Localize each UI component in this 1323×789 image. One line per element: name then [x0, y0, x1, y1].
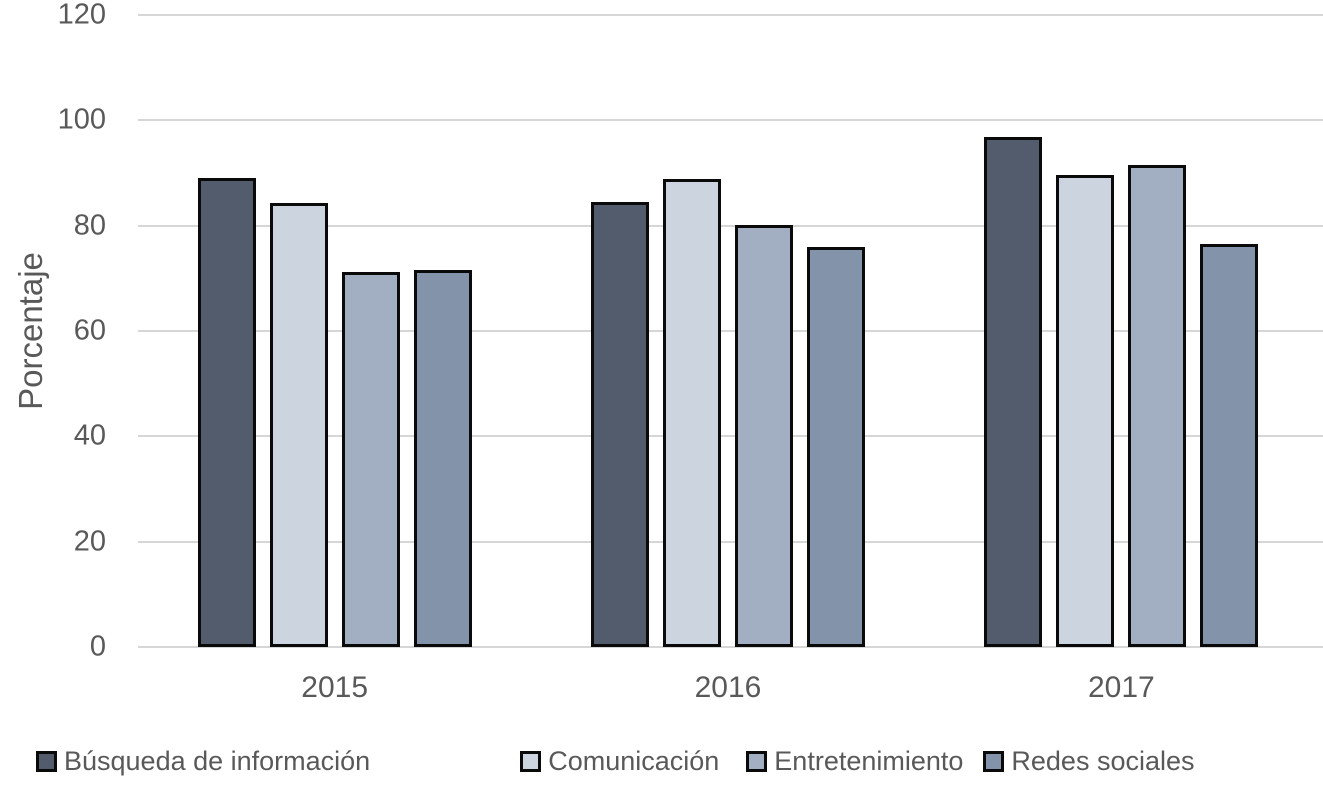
bar — [735, 225, 793, 647]
bar — [1128, 165, 1187, 647]
y-tick-label: 60 — [73, 314, 106, 347]
bar — [413, 269, 472, 647]
y-tick-label: 100 — [57, 103, 106, 136]
gridline — [138, 646, 1323, 648]
gridline — [138, 330, 1323, 332]
gridline — [138, 540, 1323, 543]
legend-marker-icon — [983, 751, 1005, 772]
bar — [197, 178, 256, 647]
bar — [591, 201, 649, 647]
bar — [269, 203, 328, 647]
x-tick-label: 2015 — [301, 671, 369, 704]
legend-label: Comunicación — [548, 746, 720, 776]
legend-item: Búsqueda de información — [36, 746, 370, 777]
legend: Búsqueda de información Comunicación Entre… — [36, 746, 1195, 777]
bar — [807, 246, 865, 647]
legend-marker-icon — [520, 751, 542, 772]
bar — [341, 272, 400, 647]
y-tick-label: 40 — [73, 419, 106, 452]
bar — [1056, 175, 1115, 647]
y-tick-label: 80 — [73, 209, 106, 242]
legend-label: Búsqueda de información — [64, 746, 371, 776]
bar — [984, 137, 1043, 647]
legend-item: Comunicación — [520, 746, 719, 777]
legend-label: Redes sociales — [1011, 746, 1195, 776]
bar — [663, 178, 721, 647]
legend-item: Entretenimiento — [746, 746, 963, 777]
gridline — [138, 14, 1323, 16]
legend-item: Redes sociales — [983, 746, 1195, 777]
legend-marker-icon — [36, 751, 57, 772]
x-tick-label: 2016 — [694, 671, 762, 704]
gridline — [138, 224, 1323, 227]
legend-marker-icon — [746, 751, 768, 772]
x-tick-label: 2017 — [1087, 671, 1155, 704]
y-tick-label: 120 — [57, 0, 106, 31]
gridline — [138, 435, 1323, 438]
y-tick-label: 20 — [73, 525, 106, 558]
y-tick-label: 0 — [89, 630, 106, 663]
bar — [1200, 243, 1259, 647]
gridline — [138, 119, 1323, 122]
legend-label: Entretenimiento — [774, 746, 964, 776]
